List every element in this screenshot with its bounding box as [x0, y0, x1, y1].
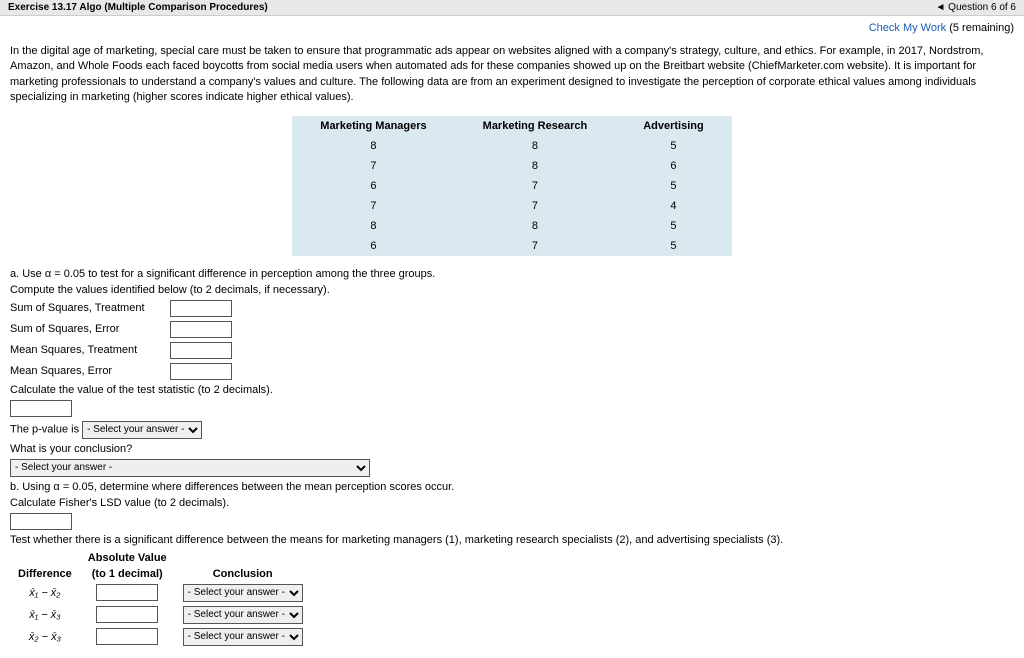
table-cell: 8 [292, 216, 454, 236]
table-cell: 8 [455, 136, 616, 156]
table-cell: 6 [292, 236, 454, 256]
check-my-work-link[interactable]: Check My Work [869, 22, 946, 34]
field-label: Mean Squares, Error [10, 365, 170, 377]
table-header: Marketing Managers [292, 116, 454, 136]
abs-value-input[interactable] [96, 584, 158, 601]
table-cell: 7 [292, 156, 454, 176]
table-cell: 8 [455, 156, 616, 176]
table-cell: 7 [455, 196, 616, 216]
table-cell: 7 [455, 236, 616, 256]
value-input[interactable] [170, 363, 232, 380]
table-cell: 5 [615, 176, 732, 196]
abs-value-input[interactable] [96, 606, 158, 623]
table-cell: 6 [292, 176, 454, 196]
difference-label: x̄₁ − x̄₃ [10, 604, 80, 626]
value-input[interactable] [170, 342, 232, 359]
conclusion-select[interactable]: - Select your answer - [10, 459, 370, 477]
difference-header: Difference [10, 566, 80, 582]
part-a-prompt: a. Use α = 0.05 to test for a significan… [10, 268, 1014, 280]
table-cell: 8 [455, 216, 616, 236]
table-header: Advertising [615, 116, 732, 136]
field-label: Mean Squares, Treatment [10, 344, 170, 356]
field-label: Sum of Squares, Error [10, 323, 170, 335]
test-statistic-input[interactable] [10, 400, 72, 417]
conclusion-question: What is your conclusion? [10, 443, 1014, 455]
question-counter: ◄ Question 6 of 6 [936, 2, 1017, 13]
abs-value-sub: (to 1 decimal) [80, 566, 175, 582]
row-conclusion-select[interactable]: - Select your answer - [183, 584, 303, 602]
exercise-title: Exercise 13.17 Algo (Multiple Comparison… [8, 2, 268, 13]
value-input[interactable] [170, 321, 232, 338]
lsd-instruction: Calculate Fisher's LSD value (to 2 decim… [10, 497, 1014, 509]
table-cell: 7 [455, 176, 616, 196]
check-remaining: (5 remaining) [946, 22, 1014, 34]
value-input[interactable] [170, 300, 232, 317]
table-cell: 7 [292, 196, 454, 216]
lsd-input[interactable] [10, 513, 72, 530]
table-cell: 5 [615, 136, 732, 156]
pvalue-select[interactable]: - Select your answer - [82, 421, 202, 439]
intro-text: In the digital age of marketing, special… [10, 44, 1014, 106]
difference-label: x̄₂ − x̄₃ [10, 626, 80, 648]
calc-stat-instruction: Calculate the value of the test statisti… [10, 384, 1014, 396]
row-conclusion-select[interactable]: - Select your answer - [183, 628, 303, 646]
data-table: Marketing ManagersMarketing ResearchAdve… [292, 116, 731, 256]
difference-table: Absolute Value Difference (to 1 decimal)… [10, 550, 311, 648]
abs-value-input[interactable] [96, 628, 158, 645]
table-cell: 5 [615, 216, 732, 236]
table-cell: 4 [615, 196, 732, 216]
table-header: Marketing Research [455, 116, 616, 136]
part-b-prompt: b. Using α = 0.05, determine where diffe… [10, 481, 1014, 493]
conclusion-header: Conclusion [175, 566, 311, 582]
difference-label: x̄₁ − x̄₂ [10, 582, 80, 604]
abs-value-header: Absolute Value [80, 550, 175, 566]
field-label: Sum of Squares, Treatment [10, 302, 170, 314]
compute-instruction: Compute the values identified below (to … [10, 284, 1014, 296]
row-conclusion-select[interactable]: - Select your answer - [183, 606, 303, 624]
test-means-text: Test whether there is a significant diff… [10, 534, 1014, 546]
pvalue-label: The p-value is [10, 423, 79, 435]
table-cell: 6 [615, 156, 732, 176]
table-cell: 5 [615, 236, 732, 256]
table-cell: 8 [292, 136, 454, 156]
